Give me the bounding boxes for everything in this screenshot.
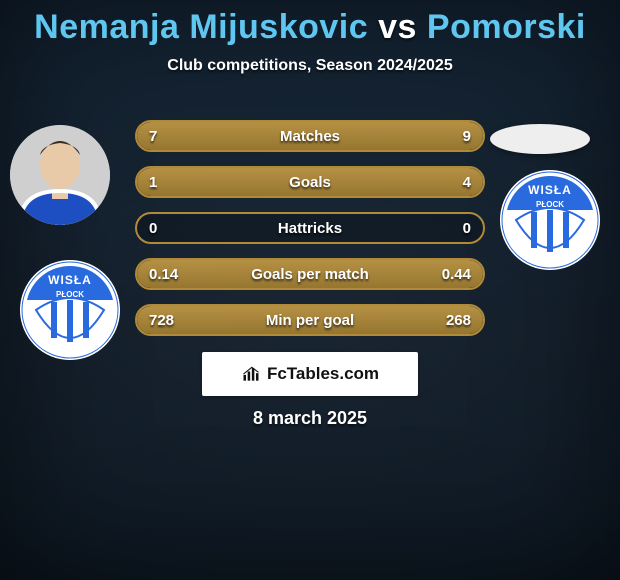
brand-text: FcTables.com	[267, 364, 379, 384]
title-left: Nemanja Mijuskovic	[34, 8, 368, 46]
svg-text:PŁOCK: PŁOCK	[56, 290, 84, 299]
stat-row: 14Goals	[135, 166, 485, 198]
club-badge-left: WISŁA PŁOCK	[20, 260, 120, 360]
stat-row: 79Matches	[135, 120, 485, 152]
stat-row: 0.140.44Goals per match	[135, 258, 485, 290]
subtitle: Club competitions, Season 2024/2025	[0, 57, 620, 75]
player-avatar-left	[10, 125, 110, 225]
page-title: Nemanja Mijuskovic vs Pomorski	[0, 8, 620, 47]
club-badge-icon: WISŁA PŁOCK	[20, 260, 120, 360]
stat-label: Hattricks	[137, 214, 483, 242]
comparison-card: Nemanja Mijuskovic vs Pomorski Club comp…	[0, 0, 620, 580]
title-vs: vs	[378, 8, 417, 46]
stat-row: 728268Min per goal	[135, 304, 485, 336]
title-right: Pomorski	[427, 8, 586, 46]
svg-text:WISŁA: WISŁA	[528, 183, 572, 197]
bar-chart-icon	[241, 364, 261, 384]
stat-label: Goals	[137, 168, 483, 196]
date-label: 8 march 2025	[0, 408, 620, 429]
svg-text:WISŁA: WISŁA	[48, 273, 92, 287]
club-badge-right: WISŁA PŁOCK	[500, 170, 600, 270]
stat-label: Matches	[137, 122, 483, 150]
player-avatar-right-placeholder	[490, 124, 590, 154]
club-badge-icon: WISŁA PŁOCK	[500, 170, 600, 270]
svg-text:PŁOCK: PŁOCK	[536, 200, 564, 209]
stats-panel: 79Matches 14Goals 00Hattricks 0.140.44Goals…	[135, 120, 485, 350]
stat-label: Goals per match	[137, 260, 483, 288]
brand-badge[interactable]: FcTables.com	[202, 352, 418, 396]
stat-row: 00Hattricks	[135, 212, 485, 244]
stat-label: Min per goal	[137, 306, 483, 334]
player-portrait-icon	[10, 125, 110, 225]
